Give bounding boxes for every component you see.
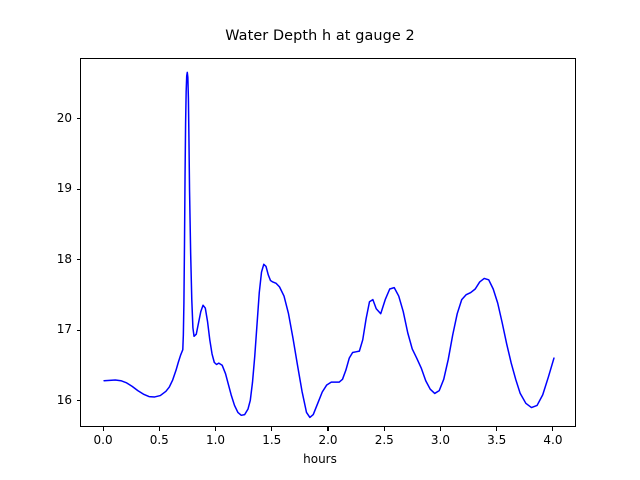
y-tick-mark [76,118,80,120]
y-tick-mark [76,400,80,402]
x-axis-label: hours [303,452,337,466]
x-tick-label: 3.0 [430,433,451,447]
x-tick-label: 4.0 [543,433,563,447]
x-tick-mark [158,427,160,431]
y-tick-label: 17 [56,322,72,337]
x-tick-label: 0.5 [149,433,169,447]
x-tick-mark [327,427,329,431]
x-tick-label: 1.0 [205,433,226,447]
plot-line-svg [103,71,555,419]
x-tick-mark [383,427,385,431]
y-tick-mark [76,188,80,190]
y-tick-label: 18 [56,251,72,266]
x-tick-label: 2.0 [318,433,338,447]
x-tick-label: 1.5 [262,433,282,447]
x-tick-mark [552,427,554,431]
y-tick-label: 19 [56,181,72,196]
x-tick-mark [496,427,498,431]
y-tick-label: 20 [56,110,72,125]
y-tick-label: 16 [56,392,72,407]
x-tick-label: 3.5 [487,433,507,447]
x-tick-label: 0.0 [93,433,113,447]
plot-axes [80,58,576,427]
y-tick-mark [76,259,80,261]
page-title: Water Depth h at gauge 2 [225,28,415,44]
y-tick-mark [76,329,80,331]
x-tick-label: 2.5 [374,433,394,447]
x-tick-mark [102,427,104,431]
data-series-line [103,71,555,419]
x-tick-mark [439,427,441,431]
x-tick-mark [214,427,217,431]
x-tick-mark [271,427,273,431]
